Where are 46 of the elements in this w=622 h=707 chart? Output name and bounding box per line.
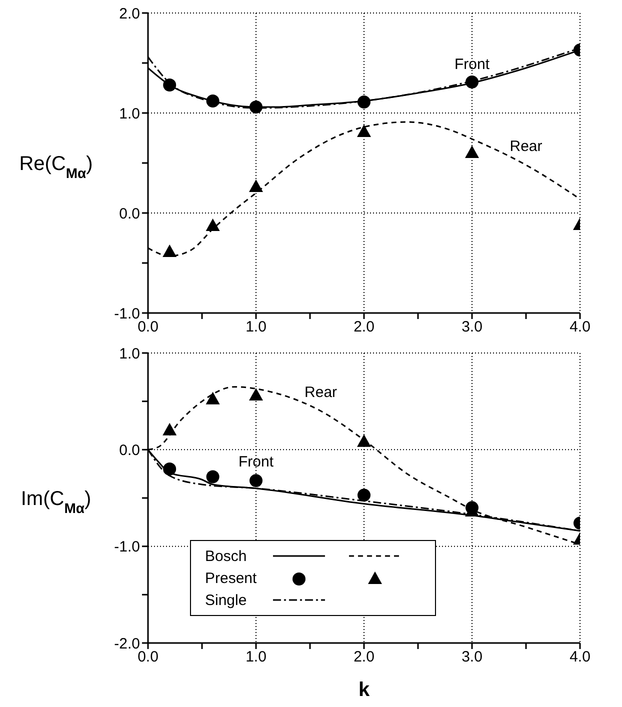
annotation: Front xyxy=(238,454,274,471)
y-axis-title: Im(C$_{Mα}$) xyxy=(20,488,92,516)
point xyxy=(249,388,263,401)
legend-label: Single xyxy=(205,592,248,608)
annotation: Rear xyxy=(510,138,542,155)
point xyxy=(206,392,220,404)
point xyxy=(465,146,479,158)
point xyxy=(206,94,220,108)
y-tick-label: 1.0 xyxy=(119,345,140,362)
point xyxy=(249,180,263,192)
point xyxy=(162,244,177,257)
y-tick-label: 2.0 xyxy=(119,5,140,22)
y-axis-title: Re(C$_{Mα}$) xyxy=(19,153,93,181)
x-tick-label: 0.0 xyxy=(138,648,158,666)
point xyxy=(358,488,370,502)
x-tick-label: 1.0 xyxy=(246,318,266,336)
point xyxy=(357,434,371,447)
x-tick-label: 4.0 xyxy=(570,318,590,336)
annotation: Front xyxy=(454,56,490,73)
point xyxy=(162,422,177,436)
point xyxy=(163,462,176,476)
annotation: Rear xyxy=(304,384,338,401)
y-tick-label: 1.0 xyxy=(119,105,140,122)
point xyxy=(206,218,220,231)
y-tick-label: 0.0 xyxy=(119,205,140,222)
x-tick-label: 4.0 xyxy=(570,648,590,666)
x-tick-label: 0.0 xyxy=(138,318,158,336)
y-tick-label: -1.0 xyxy=(114,538,140,556)
point xyxy=(358,96,370,108)
x-tick-label: 3.0 xyxy=(462,648,482,666)
y-tick-label: -2.0 xyxy=(114,635,140,652)
x-tick-label: 3.0 xyxy=(462,318,482,336)
point xyxy=(250,100,262,114)
point xyxy=(206,470,220,484)
legend-label: Present xyxy=(205,570,258,586)
legend-label: Bosch xyxy=(205,548,248,564)
x-tick-label: 1.0 xyxy=(246,648,266,666)
y-tick-label: -1.0 xyxy=(114,305,140,322)
x-tick-label: 2.0 xyxy=(354,318,374,336)
y-tick-label: 0.0 xyxy=(119,442,140,459)
x-tick-label: 2.0 xyxy=(354,648,374,666)
point xyxy=(163,78,176,92)
x-axis-title: k xyxy=(358,679,370,701)
point xyxy=(357,124,371,137)
point xyxy=(466,76,478,88)
point xyxy=(250,474,262,488)
